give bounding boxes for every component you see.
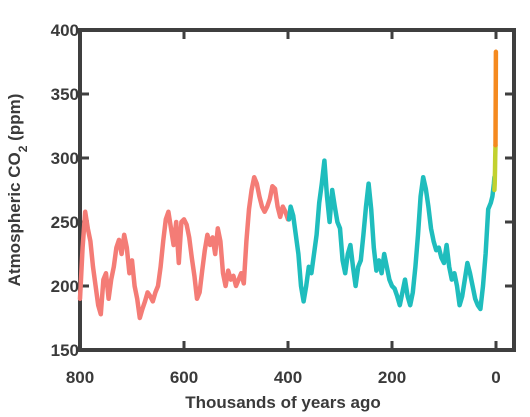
y-axis-title-main: Atmospheric CO — [5, 152, 24, 286]
y-axis-title-unit: (ppm) — [5, 94, 24, 146]
ticks — [78, 28, 514, 352]
x-axis-title: Thousands of years ago — [185, 393, 381, 412]
y-tick-label-150: 150 — [51, 341, 79, 360]
x-tick-label-0: 0 — [491, 368, 500, 387]
y-tick-label-350: 350 — [51, 85, 79, 104]
y-tick-labels: 150 200 250 300 350 400 — [51, 21, 79, 360]
x-tick-label-800: 800 — [66, 368, 94, 387]
x-tick-label-600: 600 — [170, 368, 198, 387]
y-tick-label-200: 200 — [51, 277, 79, 296]
y-tick-label-400: 400 — [51, 21, 79, 40]
x-tick-label-200: 200 — [378, 368, 406, 387]
x-tick-label-400: 400 — [274, 368, 302, 387]
y-axis-title: Atmospheric CO2 (ppm) — [5, 94, 30, 287]
series-line-1 — [77, 174, 292, 321]
y-tick-label-250: 250 — [51, 213, 79, 232]
series-layer — [77, 49, 499, 321]
plot-frame — [78, 28, 516, 352]
y-tick-label-300: 300 — [51, 149, 79, 168]
series-line-3 — [492, 142, 498, 193]
series-line-2 — [286, 158, 497, 312]
y-axis-title-subscript: 2 — [16, 145, 30, 152]
x-tick-labels: 800 600 400 200 0 — [66, 368, 501, 387]
